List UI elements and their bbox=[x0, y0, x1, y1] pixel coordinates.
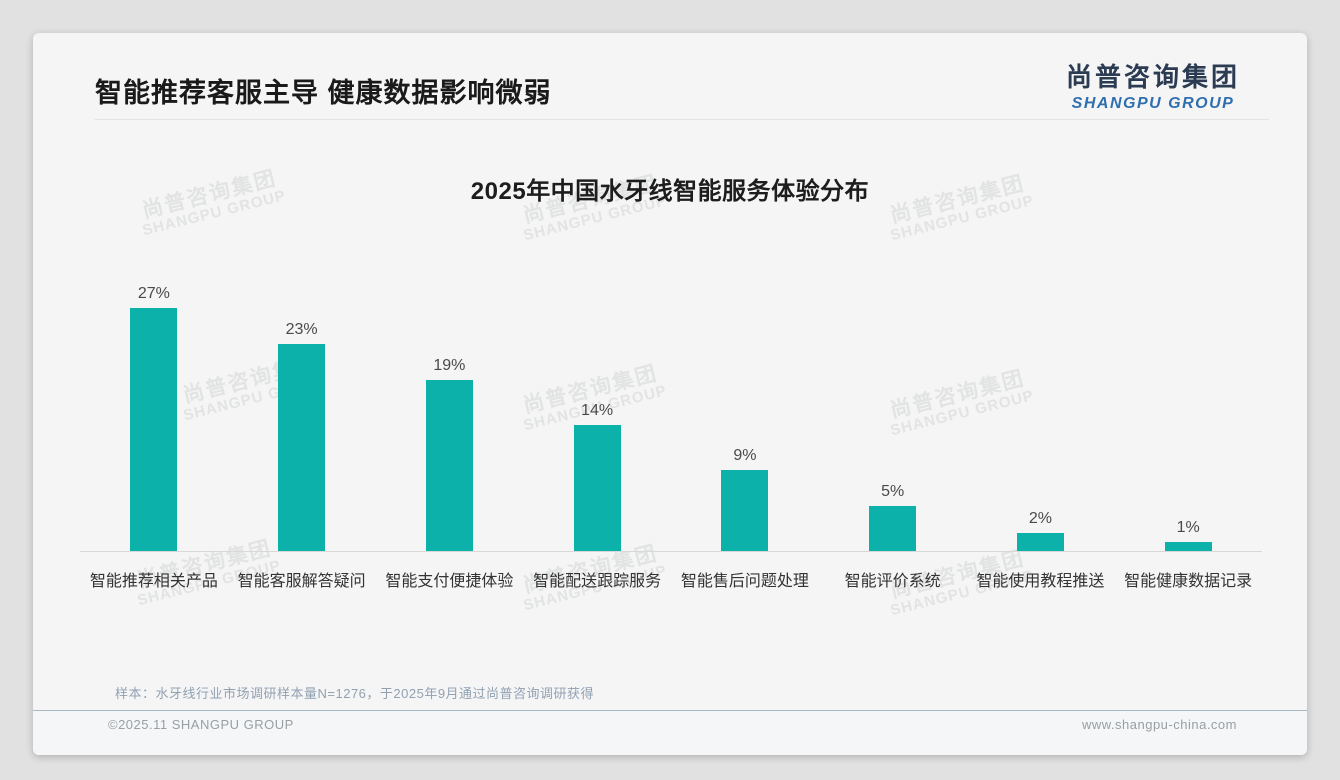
bar-value-label: 1% bbox=[1176, 519, 1200, 536]
website-url: www.shangpu-china.com bbox=[1081, 717, 1237, 732]
bar bbox=[425, 380, 473, 551]
bar-column: 19% bbox=[376, 279, 524, 551]
category-label: 智能评价系统 bbox=[844, 573, 941, 590]
bars-row: 27% 23% 19% 14% 9% 5% 2% 1% bbox=[80, 279, 1262, 551]
bar-chart: 27% 23% 19% 14% 9% 5% 2% 1% 智能推荐相关产品 智能客服解答疑问 智能支… bbox=[80, 279, 1262, 591]
category-label: 智能配送跟踪服务 bbox=[533, 573, 662, 590]
copyright-text: ©2025.11 SHANGPU GROUP bbox=[108, 717, 294, 732]
bar bbox=[278, 344, 326, 551]
bar-column: 9% bbox=[671, 279, 819, 551]
bar-column: 27% bbox=[80, 279, 228, 551]
bar-value-label: 23% bbox=[285, 321, 318, 338]
category-label: 智能使用教程推送 bbox=[976, 573, 1105, 590]
bar-value-label: 2% bbox=[1028, 510, 1052, 527]
chart-title: 2025年中国水牙线智能服务体验分布 bbox=[470, 178, 870, 205]
bar-column: 1% bbox=[1114, 279, 1262, 551]
bar-value-label: 14% bbox=[581, 402, 614, 419]
category-label: 智能推荐相关产品 bbox=[89, 573, 218, 590]
company-logo: 尚普咨询集团 SHANGPU GROUP bbox=[1066, 57, 1240, 113]
bar-value-label: 9% bbox=[733, 447, 757, 464]
x-axis-line bbox=[80, 551, 1262, 552]
footer: ©2025.11 SHANGPU GROUP www.shangpu-china… bbox=[108, 717, 1237, 732]
bar-value-label: 5% bbox=[881, 483, 905, 500]
bar-value-label: 27% bbox=[137, 285, 170, 302]
bar bbox=[1016, 533, 1064, 551]
footer-strip bbox=[33, 710, 1307, 755]
slide: 尚普咨询集团 SHANGPU GROUP 尚普咨询集团 SHANGPU GROUP 尚普… bbox=[33, 33, 1307, 755]
category-label: 智能客服解答疑问 bbox=[237, 573, 366, 590]
category-label: 智能售后问题处理 bbox=[680, 573, 809, 590]
page-title: 智能推荐客服主导 健康数据影响微弱 bbox=[95, 78, 552, 108]
bar-column: 14% bbox=[523, 279, 671, 551]
logo-english-text: SHANGPU GROUP bbox=[1071, 95, 1235, 112]
categories-row: 智能推荐相关产品 智能客服解答疑问 智能支付便捷体验 智能配送跟踪服务 智能售后问题处理… bbox=[80, 552, 1262, 591]
bar-column: 5% bbox=[819, 279, 967, 551]
header-divider bbox=[95, 119, 1269, 120]
bar bbox=[721, 470, 769, 551]
logo-chinese-text: 尚普咨询集团 bbox=[1065, 62, 1240, 92]
sample-note: 样本：水牙线行业市场调研样本量N=1276，于2025年9月通过尚普咨询调研获得 bbox=[115, 686, 595, 701]
bar bbox=[869, 506, 917, 551]
bar bbox=[1164, 542, 1212, 551]
bar-value-label: 19% bbox=[433, 357, 466, 374]
bar bbox=[573, 425, 621, 551]
bar-column: 2% bbox=[967, 279, 1115, 551]
category-label: 智能健康数据记录 bbox=[1124, 573, 1253, 590]
category-label: 智能支付便捷体验 bbox=[385, 573, 514, 590]
bar-column: 23% bbox=[228, 279, 376, 551]
bar bbox=[130, 308, 178, 551]
